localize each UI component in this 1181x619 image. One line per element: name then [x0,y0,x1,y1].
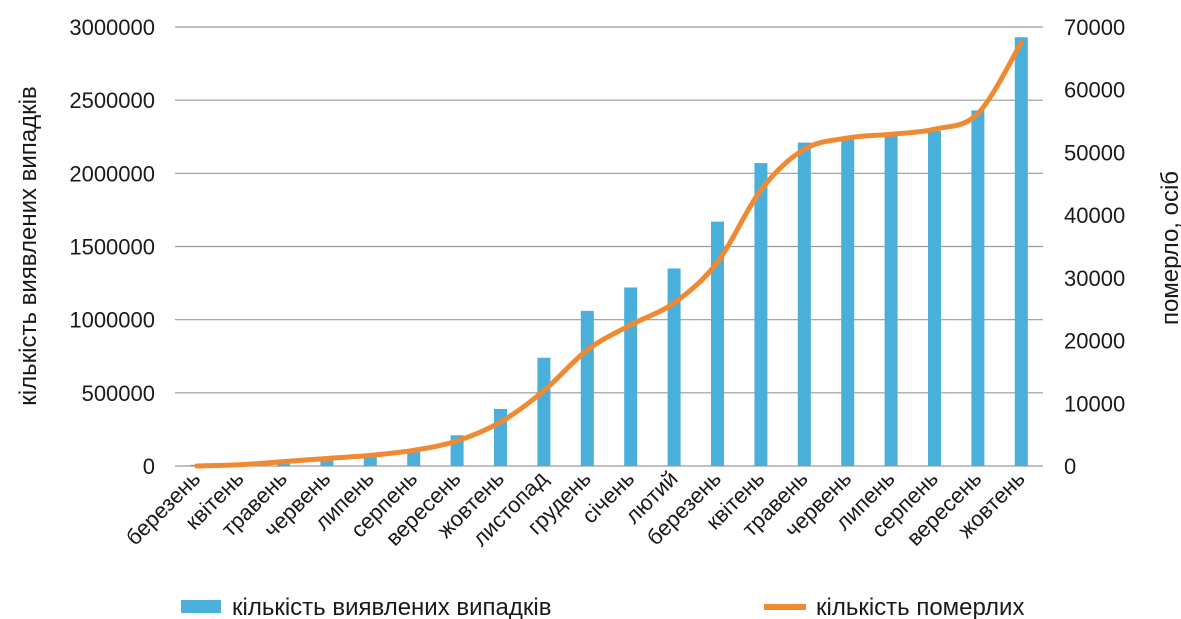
right-tick-label: 10000 [1064,391,1125,416]
bar [841,138,855,467]
legend: кількість виявлених випадків кількість п… [181,594,1024,619]
x-axis-ticks: березеньквітеньтравеньчервеньлипеньсерпе… [121,466,1030,551]
bar [277,462,290,466]
left-tick-label: 2500000 [69,88,155,113]
legend-line-swatch [764,604,806,610]
bar [928,130,941,466]
bar [711,221,724,466]
legend-bar-swatch [181,600,221,613]
left-tick-label: 500000 [82,381,155,406]
legend-bar-label: кількість виявлених випадків [232,594,551,619]
left-tick-label: 3000000 [69,15,155,40]
bar [1014,37,1028,466]
left-tick-label: 1500000 [69,235,155,260]
bar [884,133,898,466]
left-tick-label: 0 [143,454,155,479]
bar [320,457,334,466]
bar [580,310,594,466]
line-series [194,40,1024,469]
left-axis-title: кількість виявлених випадків [15,86,42,405]
bar-series [190,37,1028,467]
bar [754,163,768,466]
line-path [194,40,1024,469]
bar [797,142,811,466]
legend-line-label: кількість померлих [816,594,1024,619]
right-axis-title: померло, осіб [1157,171,1181,325]
gridlines [175,26,1043,467]
bar [971,110,985,466]
right-tick-label: 70000 [1064,15,1125,40]
bar [624,287,638,466]
right-axis-ticks: 0 10000 20000 30000 40000 50000 60000 70000 [1064,15,1125,479]
right-tick-label: 60000 [1064,78,1125,103]
bar [407,449,421,466]
bar [363,454,377,466]
right-tick-label: 30000 [1064,266,1125,291]
left-tick-label: 1000000 [69,308,155,333]
bar [667,268,681,466]
left-tick-label: 2000000 [69,161,155,186]
left-axis-ticks: 0 500000 1000000 1500000 2000000 2500000 30000… [69,15,155,479]
right-tick-label: 20000 [1064,329,1125,354]
right-tick-label: 40000 [1064,203,1125,228]
right-tick-label: 50000 [1064,140,1125,165]
right-tick-label: 0 [1064,454,1076,479]
bar [537,357,551,466]
